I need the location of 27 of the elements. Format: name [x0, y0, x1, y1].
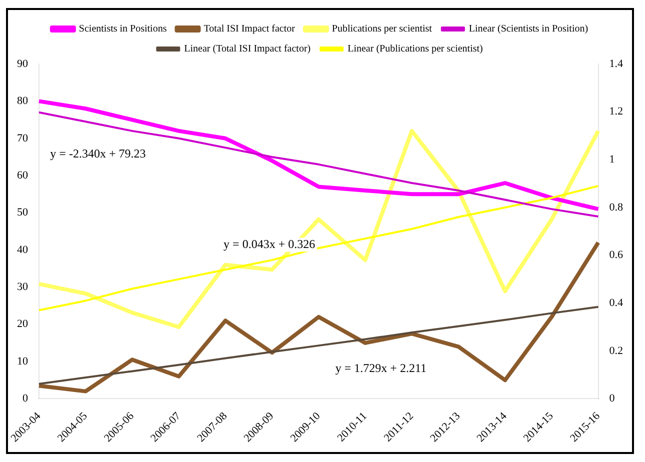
y-tick-label: 70 — [17, 132, 28, 144]
y-tick-label: 60 — [17, 169, 28, 182]
legend-label: Linear (Publications per scientist) — [348, 44, 483, 55]
y2-tick-label: 0.4 — [609, 296, 624, 309]
y2-tick-label: 1 — [609, 154, 615, 166]
y-tick-label: 30 — [17, 281, 28, 294]
y2-tick-label: 1.2 — [609, 106, 623, 118]
y2-tick-label: 0.6 — [609, 249, 624, 262]
y2-tick-label: 0.8 — [609, 201, 624, 214]
y-tick-label: 90 — [17, 58, 28, 70]
annotation: y = -2.340x + 79.23 — [50, 146, 146, 161]
y2-tick-label: 0 — [609, 392, 616, 405]
legend-label: Publications per scientist — [332, 24, 432, 35]
y2-tick-label: 0.2 — [609, 344, 623, 357]
y-tick-label: 0 — [22, 392, 28, 405]
annotation: y = 1.729x + 2.211 — [335, 360, 426, 375]
legend-label: Linear (Total ISI Impact factor) — [184, 44, 311, 55]
y-tick-label: 40 — [17, 244, 28, 256]
legend-label: Scientists in Positions — [78, 24, 167, 35]
annotation: y = 0.043x + 0.326 — [224, 236, 316, 251]
legend-label: Linear (Scientists in Position) — [468, 24, 588, 35]
y-tick-label: 20 — [17, 318, 28, 330]
legend-label: Total ISI Impact factor — [204, 24, 296, 35]
y-tick-label: 10 — [17, 355, 28, 368]
y-tick-label: 80 — [17, 95, 28, 108]
y2-tick-label: 1.4 — [609, 58, 624, 70]
y-tick-label: 50 — [17, 206, 28, 219]
